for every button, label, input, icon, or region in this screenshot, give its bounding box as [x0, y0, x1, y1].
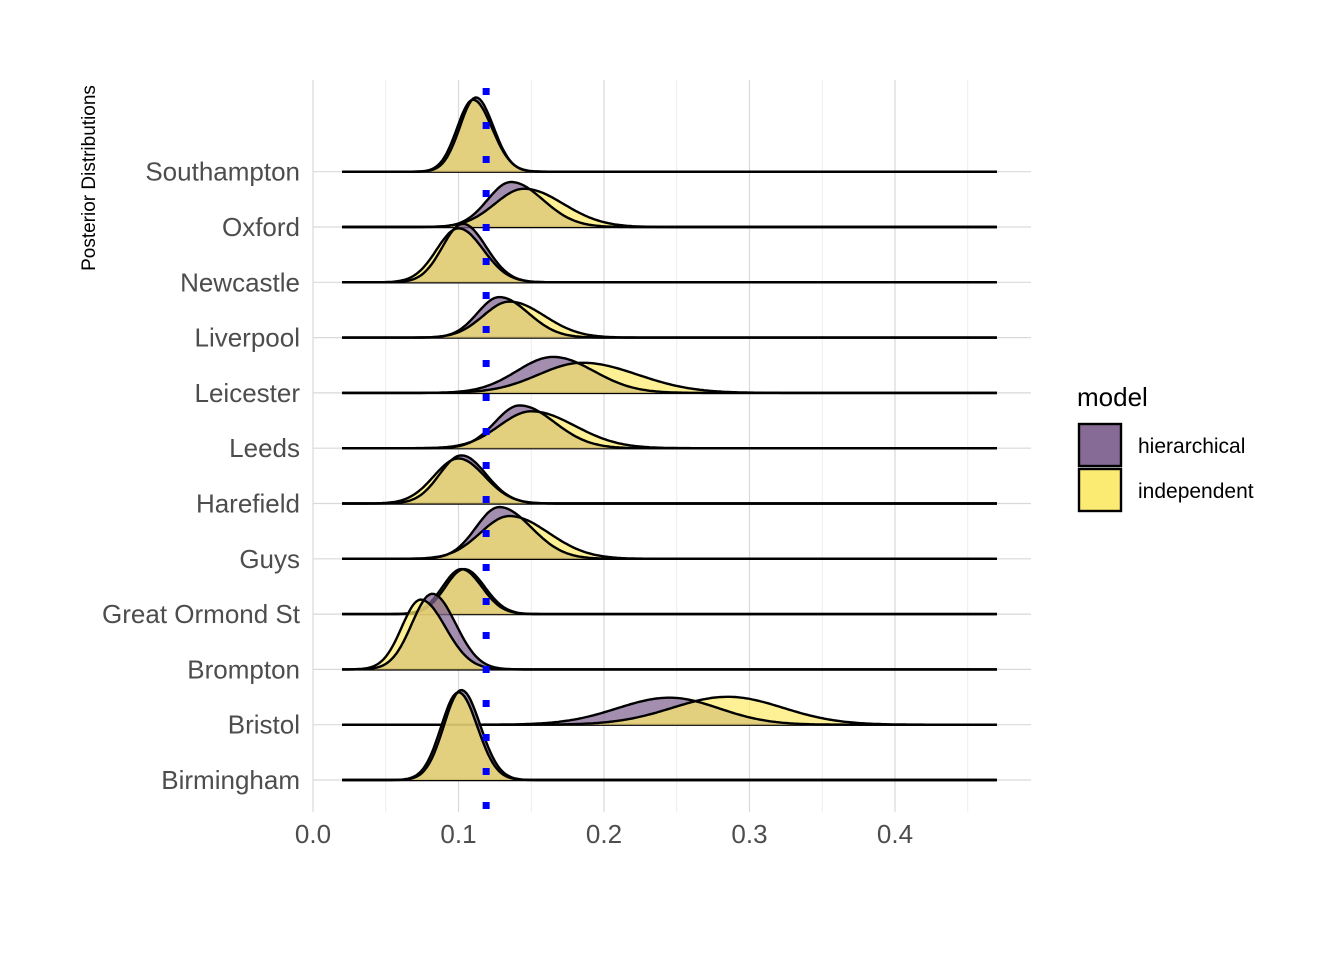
density-independent-bristol [342, 696, 997, 725]
legend-swatch-hierarchical [1077, 422, 1123, 468]
y-axis-label: Posterior Distributions [79, 85, 100, 271]
density-independent-birmingham [342, 692, 997, 780]
legend: model hierarchical independent [1077, 382, 1254, 513]
y-tick-label-harefield: Harefield [196, 489, 300, 519]
density-outline-hierarchical-guys [342, 505, 997, 560]
y-tick-label-birmingham: Birmingham [161, 765, 300, 795]
density-independent-great-ormond-st [342, 569, 997, 615]
x-tick-label-4: 0.4 [877, 819, 913, 849]
legend-label-independent: independent [1138, 480, 1254, 503]
density-outline-hierarchical-oxford [342, 180, 997, 229]
density-independent-leeds [342, 411, 997, 449]
density-outline-independent-newcastle [342, 227, 997, 284]
y-tick-label-brompton: Brompton [187, 654, 300, 684]
y-tick-labels: Birmingham Bristol Brompton Great Ormond St… [102, 157, 301, 795]
density-outline-independent-leeds [342, 410, 997, 450]
density-hierarchical-leeds [342, 405, 997, 449]
x-tick-labels: 0.0 0.1 0.2 0.3 0.4 [295, 819, 913, 849]
y-tick-label-great-ormond-st: Great Ormond St [102, 599, 301, 629]
ridge-birmingham [342, 688, 997, 782]
density-outline-independent-brompton [342, 598, 997, 671]
density-hierarchical-guys [342, 507, 997, 559]
y-tick-label-leeds: Leeds [229, 433, 300, 463]
density-independent-newcastle [342, 228, 997, 283]
y-tick-label-southampton: Southampton [145, 157, 300, 187]
density-outline-independent-oxford [342, 187, 997, 229]
y-tick-label-bristol: Bristol [228, 710, 300, 740]
y-tick-label-newcastle: Newcastle [180, 267, 300, 297]
density-outline-independent-liverpool [342, 300, 997, 339]
density-hierarchical-oxford [342, 182, 997, 227]
density-outline-hierarchical-southampton [342, 96, 997, 173]
ridge-bristol [342, 695, 997, 726]
density-outline-independent-southampton [342, 98, 997, 173]
y-tick-label-oxford: Oxford [222, 212, 300, 242]
ridge-southampton [342, 96, 997, 173]
y-tick-label-liverpool: Liverpool [194, 323, 300, 353]
x-tick-label-1: 0.1 [440, 819, 476, 849]
density-independent-southampton [342, 99, 997, 172]
legend-title: model [1077, 382, 1148, 412]
ridge-brompton [342, 592, 997, 671]
density-ridges [342, 96, 997, 782]
legend-swatch-independent [1077, 467, 1123, 513]
density-outline-hierarchical-liverpool [342, 295, 997, 339]
x-tick-label-2: 0.2 [586, 819, 622, 849]
ridge-liverpool [342, 295, 997, 339]
density-independent-harefield [342, 458, 997, 504]
density-hierarchical-leicester [342, 356, 997, 393]
density-independent-liverpool [342, 301, 997, 338]
x-tick-label-3: 0.3 [731, 819, 767, 849]
ridge-leeds [342, 404, 997, 450]
ridge-newcastle [342, 222, 997, 284]
legend-label-hierarchical: hierarchical [1138, 435, 1245, 458]
density-hierarchical-liverpool [342, 297, 997, 338]
density-outline-hierarchical-leeds [342, 404, 997, 450]
ridge-harefield [342, 454, 997, 505]
density-hierarchical-southampton [342, 97, 997, 172]
density-independent-leicester [342, 362, 997, 393]
density-outline-independent-leicester [342, 361, 997, 395]
density-independent-brompton [342, 599, 997, 670]
x-tick-label-0: 0.0 [295, 819, 331, 849]
density-outline-independent-guys [342, 514, 997, 560]
density-independent-guys [342, 516, 997, 559]
density-independent-oxford [342, 188, 997, 227]
density-outline-independent-harefield [342, 457, 997, 505]
density-outline-independent-great-ormond-st [342, 567, 997, 616]
ridge-leicester [342, 355, 997, 395]
y-tick-label-leicester: Leicester [195, 378, 301, 408]
ridge-guys [342, 505, 997, 560]
density-outline-independent-birmingham [342, 691, 997, 782]
ridge-oxford [342, 180, 997, 229]
y-tick-label-guys: Guys [239, 544, 300, 574]
